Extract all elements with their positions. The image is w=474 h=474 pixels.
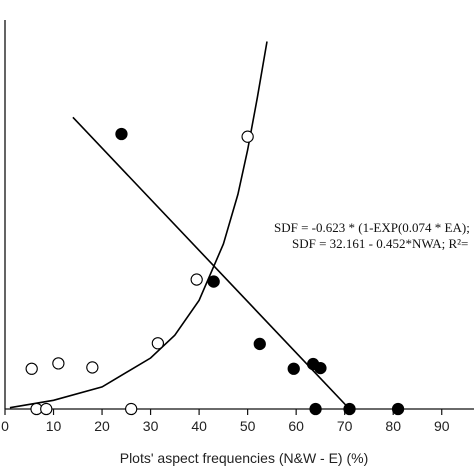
x-tick-label: 70 [337,418,353,434]
x-tick-label: 30 [143,418,159,434]
open-data-point [241,130,254,143]
filled-data-point [314,361,327,375]
x-tick-label: 0 [1,418,9,434]
filled-data-point [309,402,322,416]
filled-data-point [207,275,220,288]
equation-annotations: SDF = -0.623 * (1-EXP(0.074 * EA); SDF =… [274,220,470,251]
filled-data-point [287,362,300,375]
x-tick-label: 10 [46,418,62,434]
x-tick-label: 90 [434,418,450,434]
open-data-point [86,361,99,374]
annotation-linear-equation: SDF = 32.161 - 0.452*NWA; R²= [292,236,468,251]
filled-data-point [343,402,356,416]
x-tick-label: 50 [240,418,256,434]
x-tick-label: 60 [288,418,304,434]
open-data-point [40,402,53,416]
x-tick-label: 20 [94,418,110,434]
open-data-point [125,402,138,416]
filled-data-point [115,127,128,141]
open-data-point [151,337,165,350]
open-data-point [190,273,203,286]
open-data-point [52,357,65,370]
exponential-fit-line [9,41,268,409]
open-data-point [25,362,38,375]
annotation-exponential-equation: SDF = -0.623 * (1-EXP(0.074 * EA); [274,220,470,235]
x-tick-label: 40 [191,418,207,434]
filled-data-point [253,337,266,351]
axes: 0 10 20 30 40 50 60 70 80 90 [1,20,474,434]
linear-fit-line [72,116,351,410]
x-tick-label: 80 [385,418,401,434]
filled-data-point [391,402,405,416]
x-axis-title: Plots' aspect frequencies (N&W - E) (%) [120,450,369,466]
data-markers [25,127,405,416]
